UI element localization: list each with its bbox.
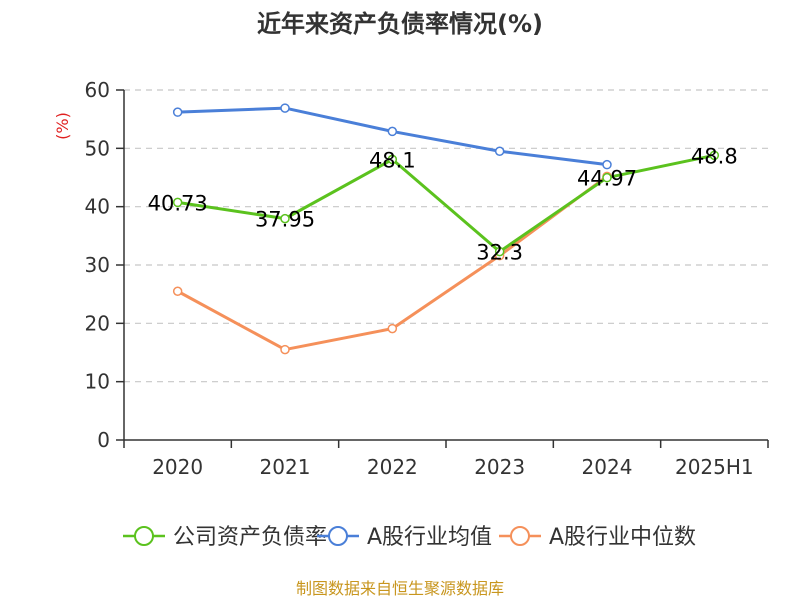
legend: 公司资产负债率 A股行业均值 A股行业中位数 [123,525,696,550]
chart-title: 近年来资产负债率情况(%) [257,10,543,38]
series-line-0 [177,153,715,254]
y-tick-label: 0 [97,428,110,452]
data-label: 44.97 [577,167,637,191]
data-point [494,146,505,156]
legend-label: A股行业均值 [367,525,492,550]
legend-swatch-marker [134,526,154,546]
data-point [494,246,505,257]
x-tick-label: 2020 [152,455,203,479]
data-point [387,154,398,165]
data-label: 48.1 [369,148,416,172]
y-tick-label: 50 [85,136,110,160]
data-point [387,323,398,334]
data-label: 37.95 [255,208,315,232]
data-point [172,286,183,296]
data-point [709,150,720,161]
data-label: 32.3 [476,241,523,265]
data-point [172,107,183,117]
data-point [280,103,290,113]
axes: 0 10 20 30 40 50 60 2020 2021 2022 2023 2024 2025H1 [85,78,769,479]
x-tick-label: 2025H1 [675,455,754,479]
y-tick-label: 20 [85,311,110,335]
data-point [280,344,290,355]
y-tick-label: 10 [85,370,110,394]
data-point [387,126,398,137]
legend-label: A股行业中位数 [549,525,696,550]
y-tick-label: 40 [85,195,110,219]
y-axis-label: (%) [53,112,72,140]
legend-swatch-marker [328,526,348,546]
data-point [602,172,612,183]
legend-swatch-marker [510,526,530,546]
data-label: 48.8 [691,144,738,168]
legend-label: 公司资产负债率 [173,525,327,550]
source-note: 制图数据来自恒生聚源数据库 [296,579,504,598]
y-tick-label: 60 [85,78,110,102]
x-tick-label: 2024 [582,455,633,479]
x-tick-label: 2023 [474,455,525,479]
data-labels: 40.73 37.95 48.1 32.3 44.97 48.8 [148,144,738,264]
data-label: 40.73 [148,191,208,215]
data-point [172,197,183,208]
x-tick-label: 2021 [260,455,311,479]
series-points [172,103,720,355]
x-tick-label: 2022 [367,455,418,479]
grid-lines [124,89,768,383]
data-point [280,213,290,224]
data-point [602,159,612,170]
y-tick-label: 30 [85,253,110,277]
